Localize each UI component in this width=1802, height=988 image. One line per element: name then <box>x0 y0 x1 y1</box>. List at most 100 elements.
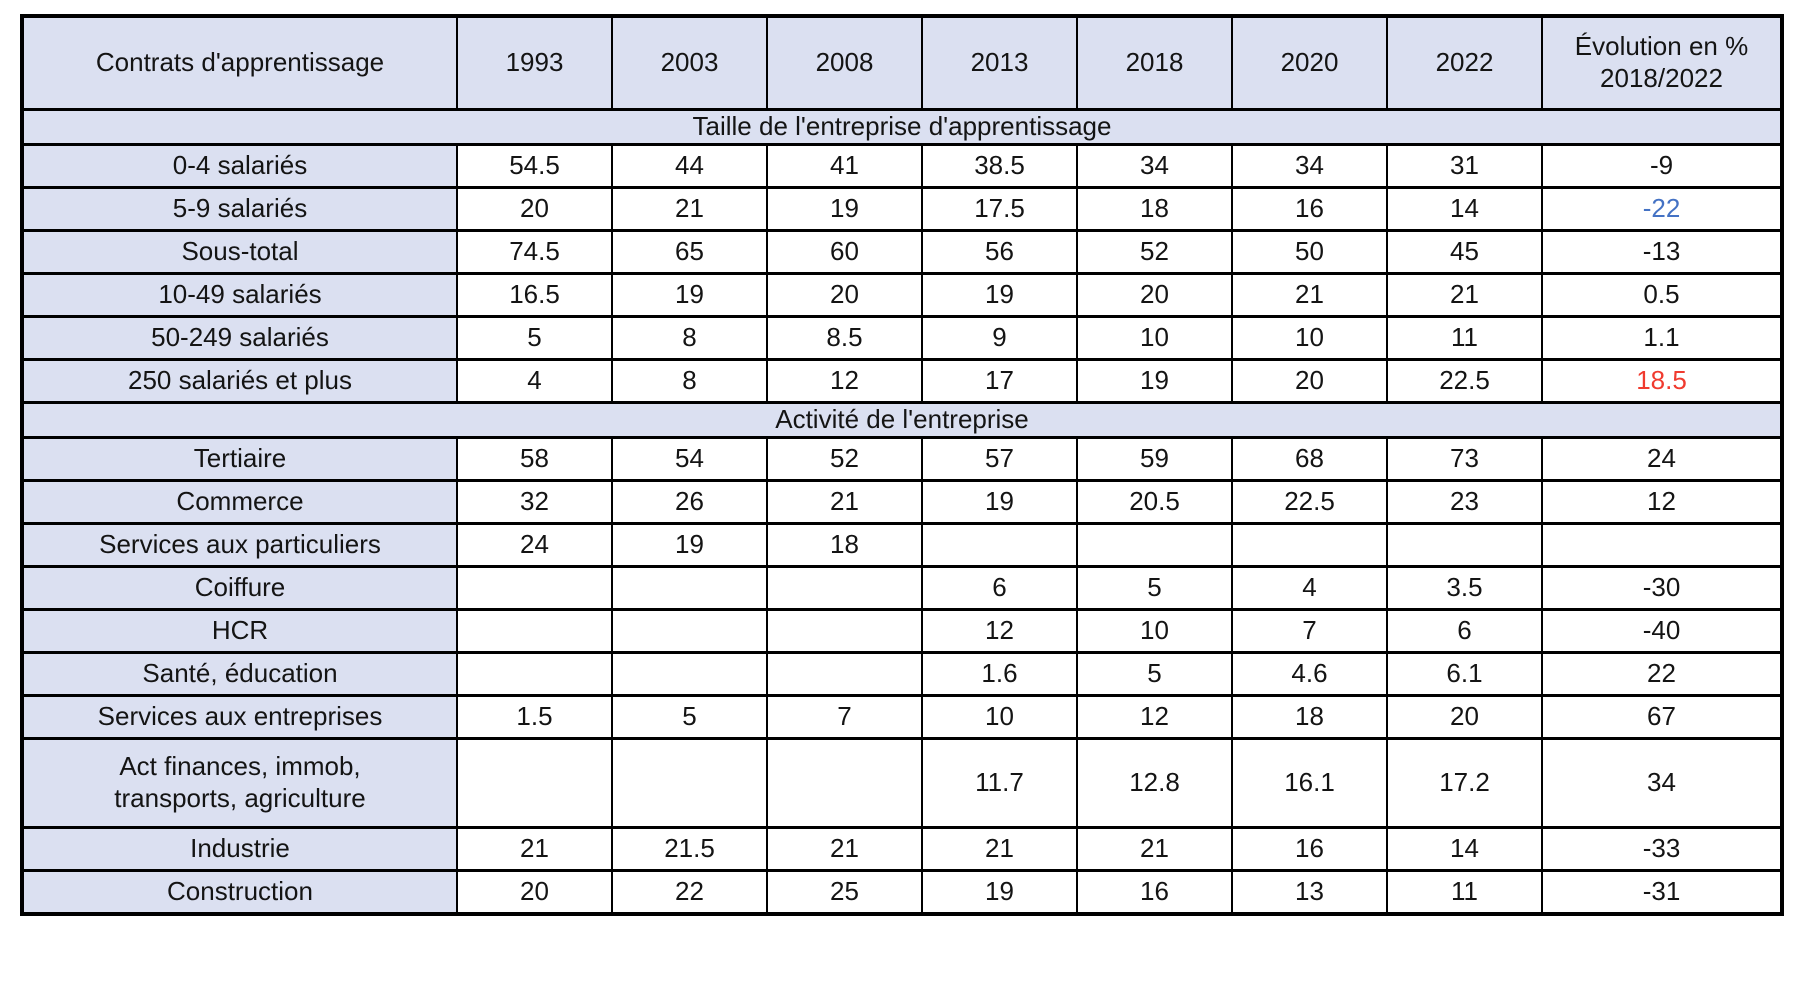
value-cell: 21 <box>456 826 613 872</box>
table-row-commerce: Commerce 32 26 21 19 20.5 22.5 23 12 <box>21 479 1783 525</box>
value-cell: 21 <box>1231 272 1388 318</box>
evolution-cell: -13 <box>1541 229 1783 275</box>
value-cell: 20 <box>456 186 613 232</box>
value-cell: 18 <box>1231 694 1388 740</box>
year-header-2018: 2018 <box>1076 14 1233 111</box>
table-row-5-9-salaries: 5-9 salariés 20 21 19 17.5 18 16 14 -22 <box>21 186 1783 232</box>
row-label-line1: Act finances, immob, <box>119 751 361 782</box>
row-label-cell: Construction <box>21 869 458 916</box>
value-cell <box>611 565 768 611</box>
value-cell: 8 <box>611 358 768 404</box>
value-cell: 20 <box>1076 272 1233 318</box>
value-cell <box>456 608 613 654</box>
section-title-cell: Activité de l'entreprise <box>21 401 1783 439</box>
value-cell <box>456 651 613 697</box>
value-cell: 21 <box>1076 826 1233 872</box>
value-cell: 65 <box>611 229 768 275</box>
evolution-cell: 67 <box>1541 694 1783 740</box>
value-cell: 20 <box>456 869 613 916</box>
evolution-cell: -22 <box>1541 186 1783 232</box>
value-cell: 22.5 <box>1386 358 1543 404</box>
value-cell: 4 <box>1231 565 1388 611</box>
row-label-line2: transports, agriculture <box>114 783 366 813</box>
value-cell: 22 <box>611 869 768 916</box>
value-cell: 32 <box>456 479 613 525</box>
year-header-2003: 2003 <box>611 14 768 111</box>
value-cell: 14 <box>1386 826 1543 872</box>
value-cell: 44 <box>611 143 768 189</box>
value-cell: 19 <box>766 186 923 232</box>
evolution-header-cell: Évolution en % 2018/2022 <box>1541 14 1783 111</box>
value-cell: 8.5 <box>766 315 923 361</box>
value-cell: 14 <box>1386 186 1543 232</box>
evolution-cell: 24 <box>1541 436 1783 482</box>
value-cell: 10 <box>1076 608 1233 654</box>
value-cell: 31 <box>1386 143 1543 189</box>
value-cell: 50 <box>1231 229 1388 275</box>
evolution-cell: 1.1 <box>1541 315 1783 361</box>
value-cell: 12.8 <box>1076 737 1233 829</box>
section-header-taille: Taille de l'entreprise d'apprentissage <box>21 108 1783 146</box>
evolution-cell: -40 <box>1541 608 1783 654</box>
value-cell: 9 <box>921 315 1078 361</box>
value-cell: 6 <box>921 565 1078 611</box>
value-cell <box>456 737 613 829</box>
evolution-cell: -33 <box>1541 826 1783 872</box>
row-label-cell: Tertiaire <box>21 436 458 482</box>
table-row-construction: Construction 20 22 25 19 16 13 11 -31 <box>21 869 1783 916</box>
row-label-cell: Services aux entreprises <box>21 694 458 740</box>
value-cell: 19 <box>921 479 1078 525</box>
row-label-cell: 10-49 salariés <box>21 272 458 318</box>
value-cell <box>611 608 768 654</box>
value-cell: 52 <box>1076 229 1233 275</box>
value-cell: 12 <box>921 608 1078 654</box>
value-cell: 21 <box>921 826 1078 872</box>
value-cell: 17.2 <box>1386 737 1543 829</box>
value-cell <box>611 651 768 697</box>
row-label-cell: 5-9 salariés <box>21 186 458 232</box>
value-cell: 10 <box>1076 315 1233 361</box>
row-label-cell: Commerce <box>21 479 458 525</box>
evolution-cell: 0.5 <box>1541 272 1783 318</box>
table-row-coiffure: Coiffure 6 5 4 3.5 -30 <box>21 565 1783 611</box>
table-row-0-4-salaries: 0-4 salariés 54.5 44 41 38.5 34 34 31 -9 <box>21 143 1783 189</box>
value-cell: 18 <box>1076 186 1233 232</box>
value-cell: 5 <box>611 694 768 740</box>
row-label-cell: Santé, éducation <box>21 651 458 697</box>
value-cell: 11.7 <box>921 737 1078 829</box>
value-cell: 18 <box>766 522 923 568</box>
value-cell <box>766 651 923 697</box>
row-label-cell: Coiffure <box>21 565 458 611</box>
value-cell: 20 <box>1386 694 1543 740</box>
table-row-act-finances-immob-transports-agriculture: Act finances, immob, transports, agricul… <box>21 737 1783 829</box>
value-cell: 25 <box>766 869 923 916</box>
evolution-cell: 12 <box>1541 479 1783 525</box>
value-cell <box>1231 522 1388 568</box>
value-cell <box>1076 522 1233 568</box>
section-header-activite: Activité de l'entreprise <box>21 401 1783 439</box>
value-cell: 6.1 <box>1386 651 1543 697</box>
value-cell: 10 <box>1231 315 1388 361</box>
value-cell: 34 <box>1231 143 1388 189</box>
row-label-cell: Sous-total <box>21 229 458 275</box>
value-cell: 13 <box>1231 869 1388 916</box>
value-cell: 73 <box>1386 436 1543 482</box>
value-cell <box>921 522 1078 568</box>
table-row-50-249-salaries: 50-249 salariés 5 8 8.5 9 10 10 11 1.1 <box>21 315 1783 361</box>
value-cell: 4.6 <box>1231 651 1388 697</box>
value-cell: 16 <box>1231 826 1388 872</box>
value-cell: 26 <box>611 479 768 525</box>
value-cell: 19 <box>1076 358 1233 404</box>
table-row-250-salaries-et-plus: 250 salariés et plus 4 8 12 17 19 20 22.… <box>21 358 1783 404</box>
row-label-cell: Industrie <box>21 826 458 872</box>
value-cell <box>456 565 613 611</box>
year-header-2008: 2008 <box>766 14 923 111</box>
value-cell: 16.5 <box>456 272 613 318</box>
value-cell: 21.5 <box>611 826 768 872</box>
row-label-cell: 0-4 salariés <box>21 143 458 189</box>
value-cell: 57 <box>921 436 1078 482</box>
evolution-cell <box>1541 522 1783 568</box>
value-cell: 11 <box>1386 869 1543 916</box>
value-cell <box>766 565 923 611</box>
